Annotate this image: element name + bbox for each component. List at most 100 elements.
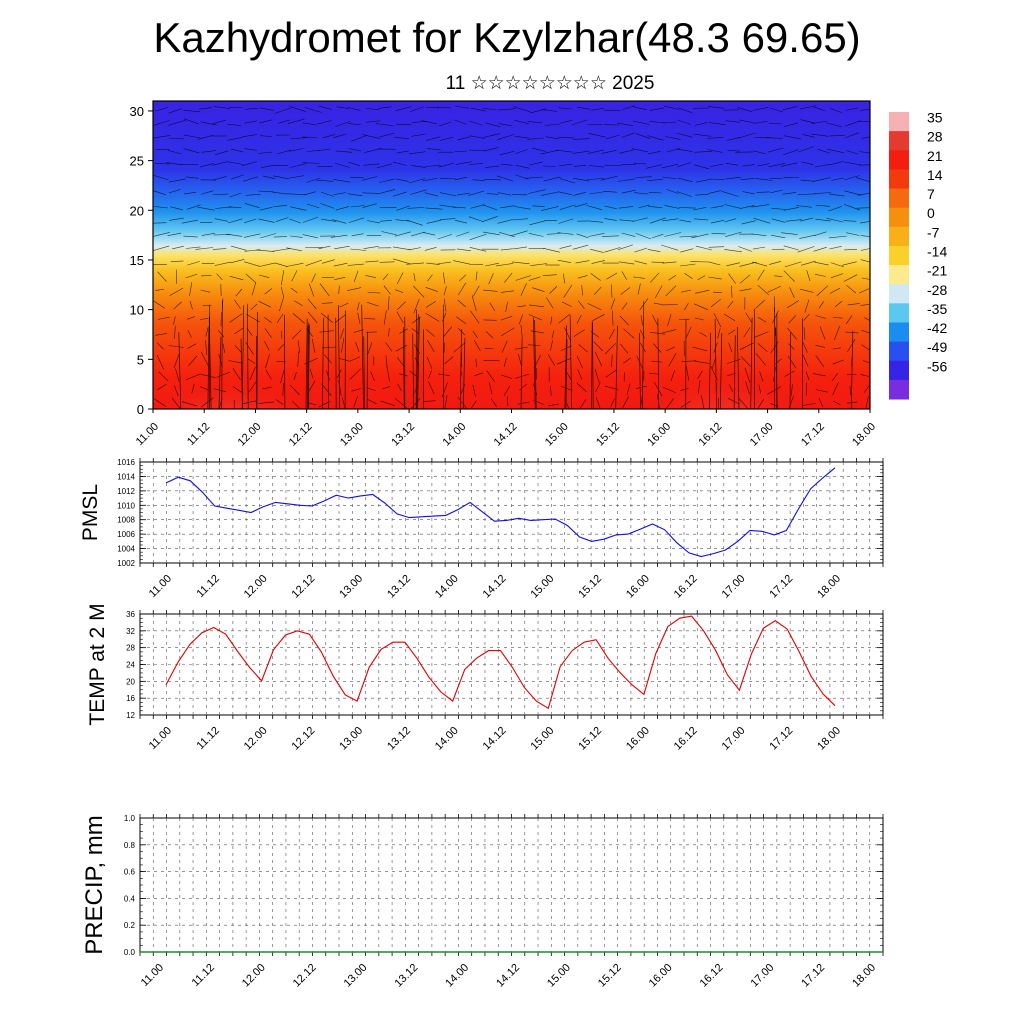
wind-vector — [340, 328, 345, 339]
wind-vector — [453, 260, 471, 265]
wind-vector — [555, 149, 573, 153]
wind-vector — [739, 288, 752, 292]
wind-vector — [284, 314, 286, 409]
wind-vector — [815, 315, 827, 319]
wind-vector — [229, 192, 242, 198]
wind-vector — [412, 333, 415, 409]
wind-vector — [439, 136, 454, 141]
x-tick-label: 17.00 — [748, 962, 776, 990]
wind-vector — [788, 395, 794, 409]
colorbar-swatch — [889, 360, 909, 381]
wind-vector — [772, 310, 779, 324]
wind-vector — [395, 289, 404, 293]
colorbar-swatch — [889, 112, 909, 132]
wind-vector — [226, 233, 243, 237]
wind-vector — [232, 386, 244, 394]
x-tick-label: 14.00 — [443, 962, 471, 990]
wind-vector — [802, 341, 808, 353]
wind-vector — [801, 260, 816, 266]
wind-vector — [363, 163, 380, 166]
wind-vector — [156, 342, 164, 350]
wind-vector — [201, 150, 216, 153]
wind-vector — [367, 342, 373, 355]
wind-vector — [157, 383, 167, 391]
wind-vector — [590, 273, 601, 281]
wind-vector — [677, 107, 693, 114]
wind-vector — [153, 222, 167, 224]
wind-vector — [199, 221, 213, 223]
wind-vector — [575, 260, 590, 264]
x-tick-label: 18.00 — [850, 421, 878, 449]
wind-vector — [520, 338, 523, 409]
wind-vector — [320, 203, 335, 209]
wind-vector — [664, 105, 679, 110]
wind-vector — [588, 165, 604, 168]
wind-vector — [218, 336, 222, 409]
wind-vector — [618, 206, 634, 209]
wind-vector — [586, 178, 605, 180]
wind-vector — [499, 232, 515, 238]
wind-vector — [453, 342, 466, 353]
wind-vector — [174, 325, 176, 339]
wind-vector — [351, 388, 361, 392]
wind-vector — [498, 123, 513, 127]
wind-vector — [289, 137, 307, 140]
heatmap-panel: 0 5 10 15 20 25 30 11.00 11.12 12.00 12.12 13.00 13… — [130, 100, 947, 449]
x-tick-label: 12.00 — [242, 573, 270, 601]
wind-vector — [380, 400, 395, 406]
wind-vector — [581, 285, 583, 296]
wind-vector — [783, 135, 802, 140]
wind-vector — [471, 295, 477, 311]
wind-vector — [514, 346, 528, 350]
wind-vector — [470, 204, 485, 209]
wind-vector — [364, 318, 376, 320]
wind-vector — [348, 217, 365, 223]
wind-vector — [381, 231, 397, 236]
wind-vector — [850, 330, 854, 409]
wind-vector — [259, 135, 273, 137]
wind-vector — [497, 219, 513, 224]
wind-vector — [490, 398, 497, 407]
warm-core-left — [160, 364, 300, 409]
wind-vector — [623, 328, 635, 339]
wind-vector — [347, 193, 363, 197]
wind-vector — [503, 385, 511, 397]
wind-vector — [769, 177, 783, 179]
wind-vector — [736, 326, 740, 409]
wind-vector — [649, 332, 666, 335]
wind-vector — [565, 339, 568, 409]
wind-vector — [592, 322, 594, 409]
wind-vector — [813, 106, 826, 112]
wind-vector — [264, 341, 270, 351]
y-tick-label: 30 — [130, 104, 144, 119]
wind-vector — [200, 121, 217, 126]
wind-vector — [519, 383, 527, 391]
wind-vector — [185, 273, 198, 279]
wind-vector — [444, 356, 454, 365]
wind-vector — [814, 231, 827, 236]
wind-vector — [425, 301, 436, 308]
wind-vector — [307, 402, 317, 406]
wind-vector — [618, 244, 633, 250]
wind-vector — [719, 332, 723, 409]
wind-vector — [498, 108, 516, 111]
wind-vector — [497, 134, 515, 140]
wind-vector — [755, 178, 773, 181]
wind-vector — [558, 218, 574, 224]
colorbar-label: -56 — [927, 358, 947, 374]
wind-vector — [738, 119, 754, 123]
wind-vector — [416, 314, 419, 409]
wind-vector — [334, 162, 350, 168]
x-tick-label: 11.00 — [139, 962, 166, 989]
wind-vector — [439, 177, 457, 180]
wind-vector — [573, 138, 590, 140]
wind-vector — [462, 337, 466, 409]
wind-vector — [290, 287, 298, 294]
wind-vector — [832, 382, 839, 396]
wind-vector — [438, 162, 454, 168]
wind-vector — [711, 233, 726, 235]
wind-vector — [443, 286, 447, 296]
wind-vector — [154, 206, 168, 209]
wind-vector — [834, 300, 843, 308]
wind-vector — [427, 274, 433, 282]
